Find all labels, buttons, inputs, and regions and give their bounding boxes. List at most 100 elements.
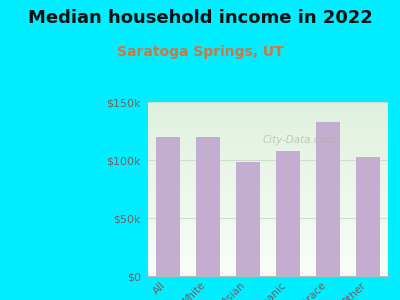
Bar — [148, 133, 388, 135]
Bar — [148, 266, 388, 267]
Bar — [148, 121, 388, 123]
Bar — [148, 260, 388, 262]
Bar — [148, 250, 388, 252]
Bar — [148, 212, 388, 213]
Bar — [148, 128, 388, 130]
Bar — [148, 219, 388, 220]
Bar — [196, 137, 220, 276]
Bar — [148, 144, 388, 146]
Bar — [236, 162, 260, 276]
Bar — [148, 241, 388, 243]
Bar — [148, 222, 388, 224]
Bar — [148, 137, 388, 139]
Bar — [148, 238, 388, 239]
Bar — [148, 201, 388, 203]
Bar — [148, 259, 388, 260]
Bar — [148, 189, 388, 191]
Bar — [148, 102, 388, 104]
Bar — [148, 165, 388, 167]
Bar — [148, 231, 388, 233]
Bar — [148, 220, 388, 222]
Bar — [148, 177, 388, 178]
Bar — [148, 130, 388, 132]
Bar — [148, 254, 388, 255]
Bar — [148, 126, 388, 128]
Bar — [148, 264, 388, 266]
Bar — [148, 274, 388, 276]
Bar — [148, 149, 388, 151]
Bar — [148, 246, 388, 248]
Bar — [148, 104, 388, 106]
Bar — [148, 226, 388, 227]
Bar — [148, 124, 388, 126]
Bar — [148, 267, 388, 269]
Bar — [148, 168, 388, 170]
Bar — [148, 262, 388, 264]
Bar — [276, 151, 300, 276]
Bar — [148, 208, 388, 210]
Bar — [148, 234, 388, 236]
Bar — [148, 229, 388, 231]
Bar — [148, 112, 388, 114]
Bar — [148, 198, 388, 200]
Bar — [148, 206, 388, 208]
Bar — [148, 239, 388, 241]
Bar — [148, 123, 388, 124]
Bar — [148, 109, 388, 111]
Bar — [148, 200, 388, 201]
Bar — [148, 245, 388, 246]
Bar — [148, 187, 388, 189]
Bar — [148, 156, 388, 158]
Bar — [148, 257, 388, 259]
Bar — [148, 191, 388, 193]
Bar — [148, 111, 388, 112]
Bar — [148, 196, 388, 198]
Bar — [148, 159, 388, 161]
Bar — [148, 205, 388, 206]
Bar — [148, 139, 388, 140]
Bar — [148, 170, 388, 172]
Bar — [148, 271, 388, 272]
Bar — [356, 157, 380, 276]
Bar — [148, 116, 388, 118]
Bar — [148, 119, 388, 121]
Bar — [148, 147, 388, 149]
Bar — [148, 132, 388, 133]
Text: Saratoga Springs, UT: Saratoga Springs, UT — [117, 45, 283, 59]
Bar — [148, 185, 388, 187]
Bar — [148, 248, 388, 250]
Bar — [148, 193, 388, 194]
Bar — [148, 215, 388, 217]
Bar — [148, 154, 388, 156]
Bar — [148, 210, 388, 212]
Bar — [148, 182, 388, 184]
Bar — [148, 114, 388, 116]
Bar — [148, 272, 388, 274]
Bar — [148, 180, 388, 182]
Bar — [148, 107, 388, 109]
Bar — [148, 255, 388, 257]
Bar — [148, 146, 388, 147]
Bar — [316, 122, 340, 276]
Bar — [156, 137, 180, 276]
Bar — [148, 184, 388, 185]
Bar — [148, 252, 388, 254]
Bar — [148, 227, 388, 229]
Bar — [148, 232, 388, 234]
Bar — [148, 236, 388, 238]
Bar — [148, 142, 388, 144]
Bar — [148, 140, 388, 142]
Bar — [148, 163, 388, 165]
Bar — [148, 151, 388, 152]
Bar — [148, 172, 388, 173]
Bar — [148, 161, 388, 163]
Text: City-Data.com: City-Data.com — [262, 135, 336, 145]
Bar — [148, 269, 388, 271]
Bar — [148, 135, 388, 137]
Bar — [148, 152, 388, 154]
Bar — [148, 243, 388, 245]
Text: Median household income in 2022: Median household income in 2022 — [28, 9, 372, 27]
Bar — [148, 224, 388, 226]
Bar — [148, 118, 388, 119]
Bar — [148, 213, 388, 215]
